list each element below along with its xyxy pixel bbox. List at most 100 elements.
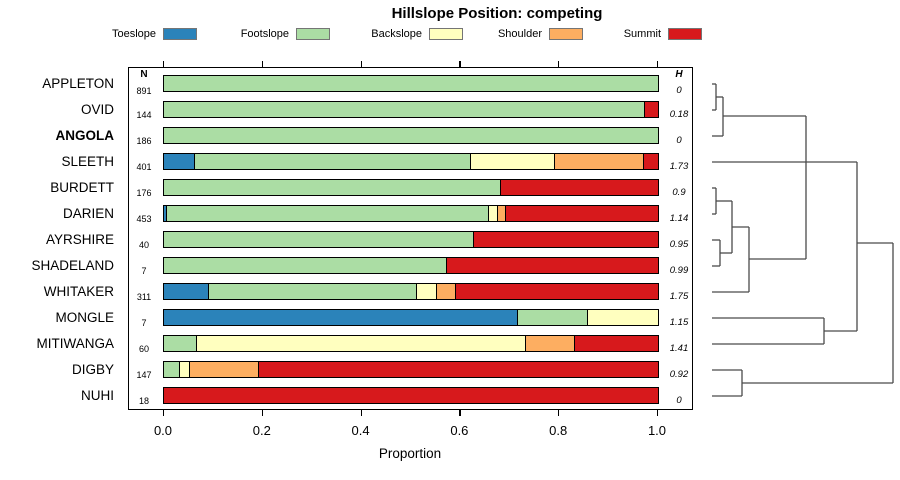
x-tick-bottom <box>657 410 659 416</box>
bar-segment-toeslope <box>164 310 517 325</box>
legend-swatch-backslope <box>429 28 463 40</box>
chart-title: Hillslope Position: competing <box>391 5 603 22</box>
h-value-digby: 0.92 <box>669 369 689 380</box>
bar-ovid <box>163 101 659 118</box>
bar-segment-footslope <box>164 180 500 195</box>
bar-segment-footslope <box>164 336 197 351</box>
bar-whitaker <box>163 283 659 300</box>
row-label-nuhi: NUHI <box>81 388 114 403</box>
bar-segment-toeslope <box>164 284 209 299</box>
bar-segment-footslope <box>164 128 658 143</box>
x-tick-bottom <box>459 410 461 416</box>
bar-digby <box>163 361 659 378</box>
bar-segment-summit <box>643 154 658 169</box>
x-axis-title: Proportion <box>378 446 442 461</box>
row-label-mitiwanga: MITIWANGA <box>36 336 115 351</box>
n-value-whitaker: 311 <box>136 292 152 302</box>
bar-segment-shoulder <box>497 206 505 221</box>
n-value-shadeland: 7 <box>141 266 147 276</box>
h-value-mitiwanga: 1.41 <box>669 343 689 354</box>
h-value-burdett: 0.9 <box>672 187 686 198</box>
h-value-shadeland: 0.99 <box>669 265 689 276</box>
n-value-burdett: 176 <box>136 188 152 198</box>
x-tick-bottom <box>163 410 165 416</box>
row-label-darien: DARIEN <box>62 206 114 221</box>
bar-segment-shoulder <box>554 154 644 169</box>
row-label-burdett: BURDETT <box>50 180 114 195</box>
legend-swatch-footslope <box>296 28 330 40</box>
bar-segment-summit <box>499 180 658 195</box>
bar-segment-footslope <box>193 154 471 169</box>
legend-label-backslope: Backslope <box>371 28 422 40</box>
row-label-angola: ANGOLA <box>55 128 115 143</box>
row-label-mongle: MONGLE <box>55 310 114 325</box>
bar-segment-summit <box>164 388 658 403</box>
n-value-ovid: 144 <box>136 110 152 120</box>
bar-segment-shoulder <box>524 336 574 351</box>
row-label-ovid: OVID <box>80 102 114 117</box>
bar-ayrshire <box>163 231 659 248</box>
row-label-digby: DIGBY <box>71 362 114 377</box>
bar-mongle <box>163 309 659 326</box>
h-value-mongle: 1.15 <box>669 317 689 328</box>
bar-segment-toeslope <box>164 154 194 169</box>
bar-segment-summit <box>472 232 658 247</box>
bar-segment-footslope <box>164 102 645 117</box>
row-label-appleton: APPLETON <box>42 76 114 91</box>
plot-panel <box>128 67 693 410</box>
h-value-ovid: 0.18 <box>669 109 689 120</box>
bar-segment-summit <box>504 206 658 221</box>
legend-label-footslope: Footslope <box>240 28 289 40</box>
row-label-whitaker: WHITAKER <box>43 284 114 299</box>
x-tick-label: 0.4 <box>351 423 370 438</box>
legend-swatch-shoulder <box>549 28 583 40</box>
bar-segment-footslope <box>164 362 179 377</box>
x-tick-label: 1.0 <box>647 423 667 438</box>
n-value-ayrshire: 40 <box>138 240 149 250</box>
n-value-nuhi: 18 <box>138 396 149 406</box>
x-tick-label: 0.0 <box>153 423 173 438</box>
bar-sleeth <box>163 153 659 170</box>
bar-shadeland <box>163 257 659 274</box>
row-label-sleeth: SLEETH <box>61 154 114 169</box>
x-tick-top <box>360 61 362 67</box>
bar-segment-toeslope <box>164 206 167 221</box>
bar-segment-shoulder <box>188 362 258 377</box>
bar-segment-summit <box>644 102 658 117</box>
n-value-digby: 147 <box>136 370 152 380</box>
x-tick-top <box>657 61 659 67</box>
h-value-nuhi: 0 <box>676 395 682 406</box>
bar-segment-summit <box>574 336 658 351</box>
bar-segment-footslope <box>166 206 488 221</box>
bar-burdett <box>163 179 659 196</box>
x-tick-bottom <box>360 410 362 416</box>
bar-angola <box>163 127 659 144</box>
h-column-header: H <box>675 69 683 80</box>
x-tick-top <box>261 61 264 67</box>
bar-segment-summit <box>257 362 658 377</box>
x-tick-bottom <box>558 410 560 416</box>
x-tick-top <box>163 61 165 67</box>
n-value-mitiwanga: 60 <box>138 344 149 354</box>
h-value-whitaker: 1.75 <box>669 291 689 302</box>
cluster-dendrogram <box>712 83 894 397</box>
legend-label-toeslope: Toeslope <box>111 28 156 40</box>
h-value-ayrshire: 0.95 <box>669 239 689 250</box>
x-tick-label: 0.6 <box>450 423 469 438</box>
bar-mitiwanga <box>163 335 659 352</box>
bar-appleton <box>163 75 659 92</box>
bar-segment-backslope <box>487 206 498 221</box>
bar-darien <box>163 205 659 222</box>
bar-segment-footslope <box>516 310 588 325</box>
n-column-header: N <box>140 69 148 80</box>
bar-segment-shoulder <box>435 284 456 299</box>
bar-segment-footslope <box>208 284 416 299</box>
n-value-darien: 453 <box>136 214 152 224</box>
x-tick-top <box>459 61 461 67</box>
legend-swatch-toeslope <box>163 28 197 40</box>
bar-segment-footslope <box>164 76 658 91</box>
h-value-angola: 0 <box>676 135 682 146</box>
n-value-sleeth: 401 <box>136 162 152 172</box>
bar-segment-backslope <box>470 154 555 169</box>
